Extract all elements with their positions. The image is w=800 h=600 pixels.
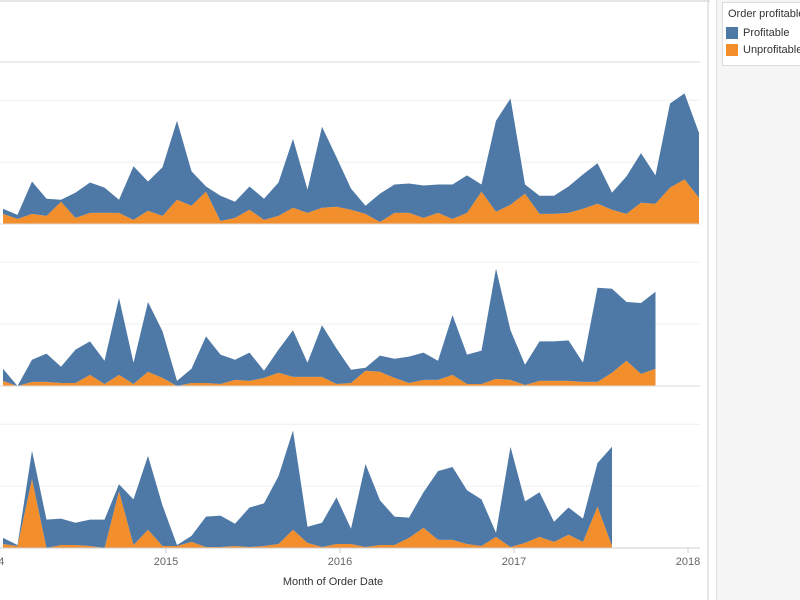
panel-1-area-profitable [3,93,699,223]
legend-item-profitable[interactable]: Profitable [723,24,800,41]
x-tick-label-2017: 2017 [502,556,526,568]
legend-swatch-profitable [726,26,738,39]
chart-panels [0,61,700,549]
x-axis-title: Month of Order Date [283,576,383,588]
legend: Order profitable Profitable Unprofitable [722,2,800,66]
legend-label-unprofitable: Unprofitable [743,43,800,56]
panel-2-area-unprofitable [3,360,656,386]
legend-item-unprofitable[interactable]: Unprofitable [723,41,800,58]
panel-1 [0,61,700,225]
legend-swatch-unprofitable [726,43,738,56]
right-side-panel [716,0,800,600]
panel-3 [0,385,700,549]
legend-label-profitable: Profitable [743,26,790,39]
panel-2 [0,223,700,387]
x-axis-ticks: 2014 2015 2016 2017 2018 [0,548,700,568]
panel-1-area-unprofitable [3,179,699,224]
panel-3-area-profitable [3,430,612,548]
x-tick-label-2014: 2014 [0,556,4,568]
x-tick-label-2018: 2018 [676,556,700,568]
title-area-border [0,0,710,2]
panel-3-area-unprofitable [3,479,612,548]
stacked-area-chart: 2014 2015 2016 2017 2018 Month of Order Date [0,0,710,600]
x-tick-label-2015: 2015 [154,556,178,568]
x-tick-label-2016: 2016 [328,556,352,568]
panel-2-area-profitable [3,268,656,386]
legend-title: Order profitable [728,8,800,20]
